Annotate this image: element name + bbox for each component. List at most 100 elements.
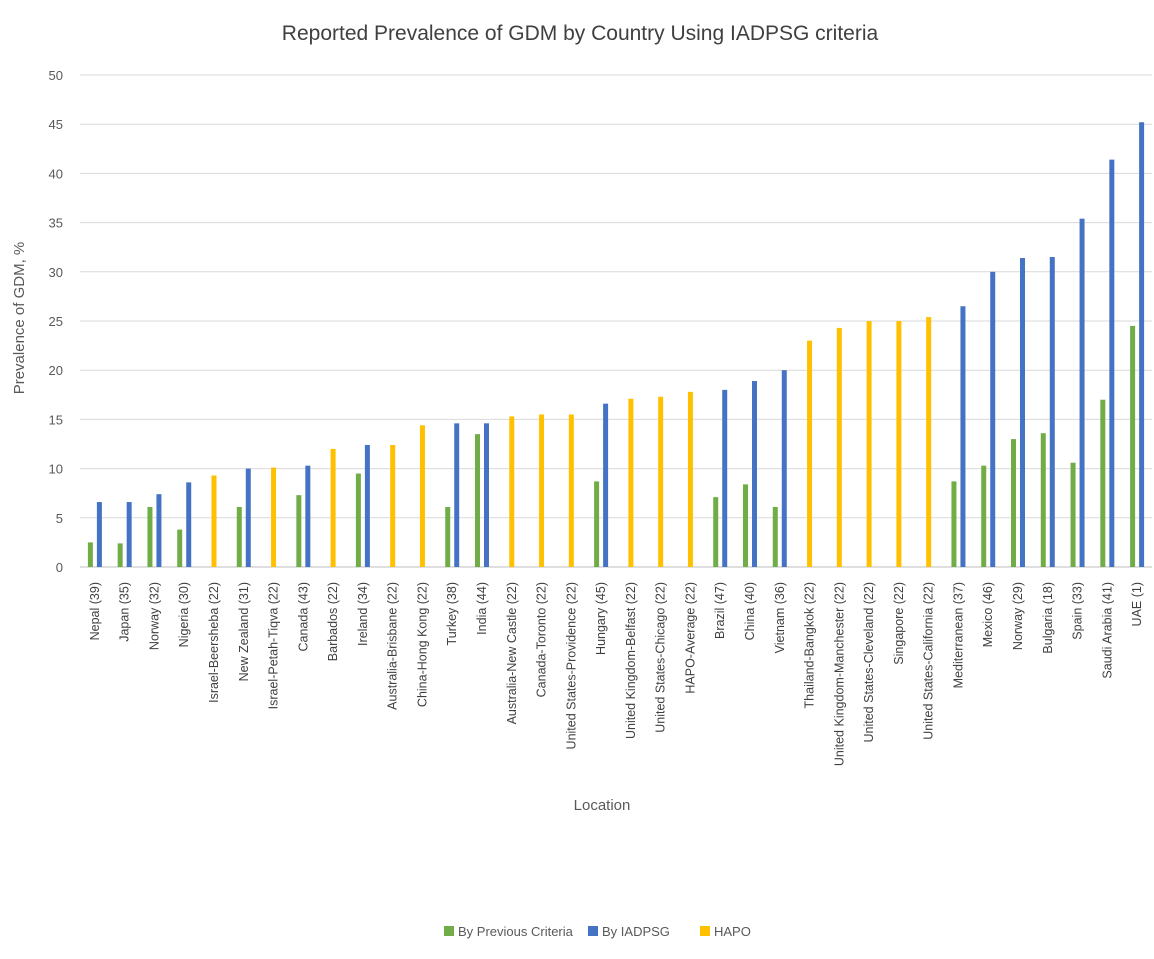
x-category-label: Saudi Arabia (41) — [1100, 582, 1114, 679]
bar-by-previous-criteria — [951, 481, 957, 567]
bar-by-iadpsg — [603, 403, 609, 567]
x-category-label: Mediterranean (37) — [951, 582, 965, 688]
x-category-label: United Kingdom-Manchester (22) — [832, 582, 846, 766]
gridlines — [80, 74, 1152, 568]
x-category-label: India (44) — [475, 582, 489, 635]
bar-by-iadpsg — [1020, 258, 1025, 567]
legend-swatch — [444, 926, 454, 936]
x-category-label: Ireland (34) — [356, 582, 370, 646]
x-category-label: Canada-Toronto (22) — [535, 582, 549, 697]
bar-by-iadpsg — [96, 502, 102, 567]
bar-by-previous-criteria — [445, 506, 451, 567]
x-axis-categories: Nepal (39) Japan (35) Norway (32) Nigeria (… — [88, 582, 1144, 766]
x-category-label: Israel-Petah-Tiqva (22) — [267, 582, 281, 709]
bar-hapo — [807, 340, 813, 567]
x-category-label: China-Hong Kong (22) — [415, 582, 429, 707]
bar-hapo — [539, 414, 545, 567]
bar-by-previous-criteria — [475, 434, 480, 567]
bar-by-previous-criteria — [236, 506, 242, 567]
legend-item: By IADPSG — [588, 924, 670, 939]
y-tick-label: 25 — [49, 314, 63, 329]
bar-by-previous-criteria — [117, 543, 123, 567]
x-category-label: Israel-Beersheba (22) — [207, 582, 221, 703]
y-tick-label: 50 — [49, 68, 63, 83]
bar-by-previous-criteria — [743, 484, 748, 567]
bar-hapo — [896, 321, 902, 567]
y-tick-label: 40 — [49, 166, 63, 181]
bar-hapo — [628, 398, 634, 567]
bar-hapo — [926, 317, 932, 567]
x-category-label: HAPO-Average (22) — [683, 582, 697, 694]
x-category-label: Bulgaria (18) — [1041, 582, 1055, 654]
x-category-label: United States-Cleveland (22) — [862, 582, 876, 743]
x-category-label: Spain (33) — [1071, 582, 1085, 640]
x-category-label: United States-Chicago (22) — [654, 582, 668, 733]
bar-by-previous-criteria — [1011, 439, 1016, 567]
x-category-label: Hungary (45) — [594, 582, 608, 655]
legend-label: HAPO — [714, 924, 751, 939]
bar-by-iadpsg — [1079, 218, 1085, 567]
x-category-label: Canada (43) — [296, 582, 310, 652]
x-category-label: Turkey (38) — [445, 582, 459, 645]
legend-label: By Previous Criteria — [458, 924, 574, 939]
bar-by-iadpsg — [1109, 159, 1115, 567]
bar-by-previous-criteria — [772, 506, 778, 567]
bar-by-iadpsg — [1139, 122, 1145, 568]
bar-by-iadpsg — [454, 423, 460, 567]
bar-hapo — [271, 467, 277, 567]
x-category-label: Brazil (47) — [713, 582, 727, 639]
y-tick-label: 5 — [56, 511, 63, 526]
bar-by-previous-criteria — [713, 497, 719, 567]
y-tick-label: 10 — [49, 462, 63, 477]
bar-by-previous-criteria — [594, 481, 600, 567]
bar-by-iadpsg — [364, 444, 370, 567]
bar-by-iadpsg — [305, 465, 311, 567]
bar-by-iadpsg — [186, 482, 192, 567]
x-category-label: Singapore (22) — [892, 582, 906, 665]
y-tick-label: 30 — [49, 265, 63, 280]
bar-by-iadpsg — [245, 468, 251, 567]
x-category-label: Vietnam (36) — [773, 582, 787, 653]
x-category-label: Mexico (46) — [981, 582, 995, 647]
bar-hapo — [687, 391, 693, 567]
x-axis-title: Location — [574, 797, 631, 814]
bar-by-iadpsg — [722, 389, 728, 567]
bar-by-previous-criteria — [1130, 325, 1136, 567]
x-category-label: Nigeria (30) — [177, 582, 191, 647]
bar-by-iadpsg — [960, 306, 966, 567]
bar-by-iadpsg — [1049, 257, 1055, 567]
bar-by-previous-criteria — [1040, 433, 1046, 567]
legend-item: By Previous Criteria — [444, 924, 574, 939]
y-tick-label: 15 — [49, 412, 63, 427]
y-tick-label: 20 — [49, 363, 63, 378]
x-category-label: United Kingdom-Belfast (22) — [624, 582, 638, 739]
y-axis-title: Prevalence of GDM, % — [11, 242, 28, 395]
bar-hapo — [211, 475, 217, 567]
legend-swatch — [588, 926, 598, 936]
chart-title: Reported Prevalence of GDM by Country Us… — [282, 22, 879, 45]
x-category-label: Norway (29) — [1011, 582, 1025, 650]
bar-hapo — [509, 416, 515, 567]
legend: By Previous Criteria By IADPSG HAPO — [444, 924, 751, 939]
x-category-label: Barbados (22) — [326, 582, 340, 661]
x-category-label: UAE (1) — [1130, 582, 1144, 626]
y-axis-ticks: 0 5 10 15 20 25 30 35 40 45 50 — [49, 68, 63, 575]
x-category-label: Norway (32) — [147, 582, 161, 650]
bar-by-iadpsg — [752, 381, 757, 567]
x-category-label: United States-Providence (22) — [564, 582, 578, 749]
bar-by-previous-criteria — [296, 495, 302, 567]
y-tick-label: 35 — [49, 216, 63, 231]
x-category-label: Australia-New Castle (22) — [505, 582, 519, 724]
bar-hapo — [330, 448, 336, 567]
y-tick-label: 45 — [49, 117, 63, 132]
bar-hapo — [836, 327, 842, 567]
bar-hapo — [568, 414, 574, 567]
x-category-label: Nepal (39) — [88, 582, 102, 640]
y-tick-label: 0 — [56, 560, 63, 575]
bar-by-previous-criteria — [177, 529, 183, 567]
bar-by-iadpsg — [156, 494, 162, 567]
x-category-label: Japan (35) — [118, 582, 132, 642]
bar-hapo — [390, 444, 396, 567]
bar-by-previous-criteria — [1100, 399, 1106, 567]
bar-hapo — [866, 321, 872, 567]
